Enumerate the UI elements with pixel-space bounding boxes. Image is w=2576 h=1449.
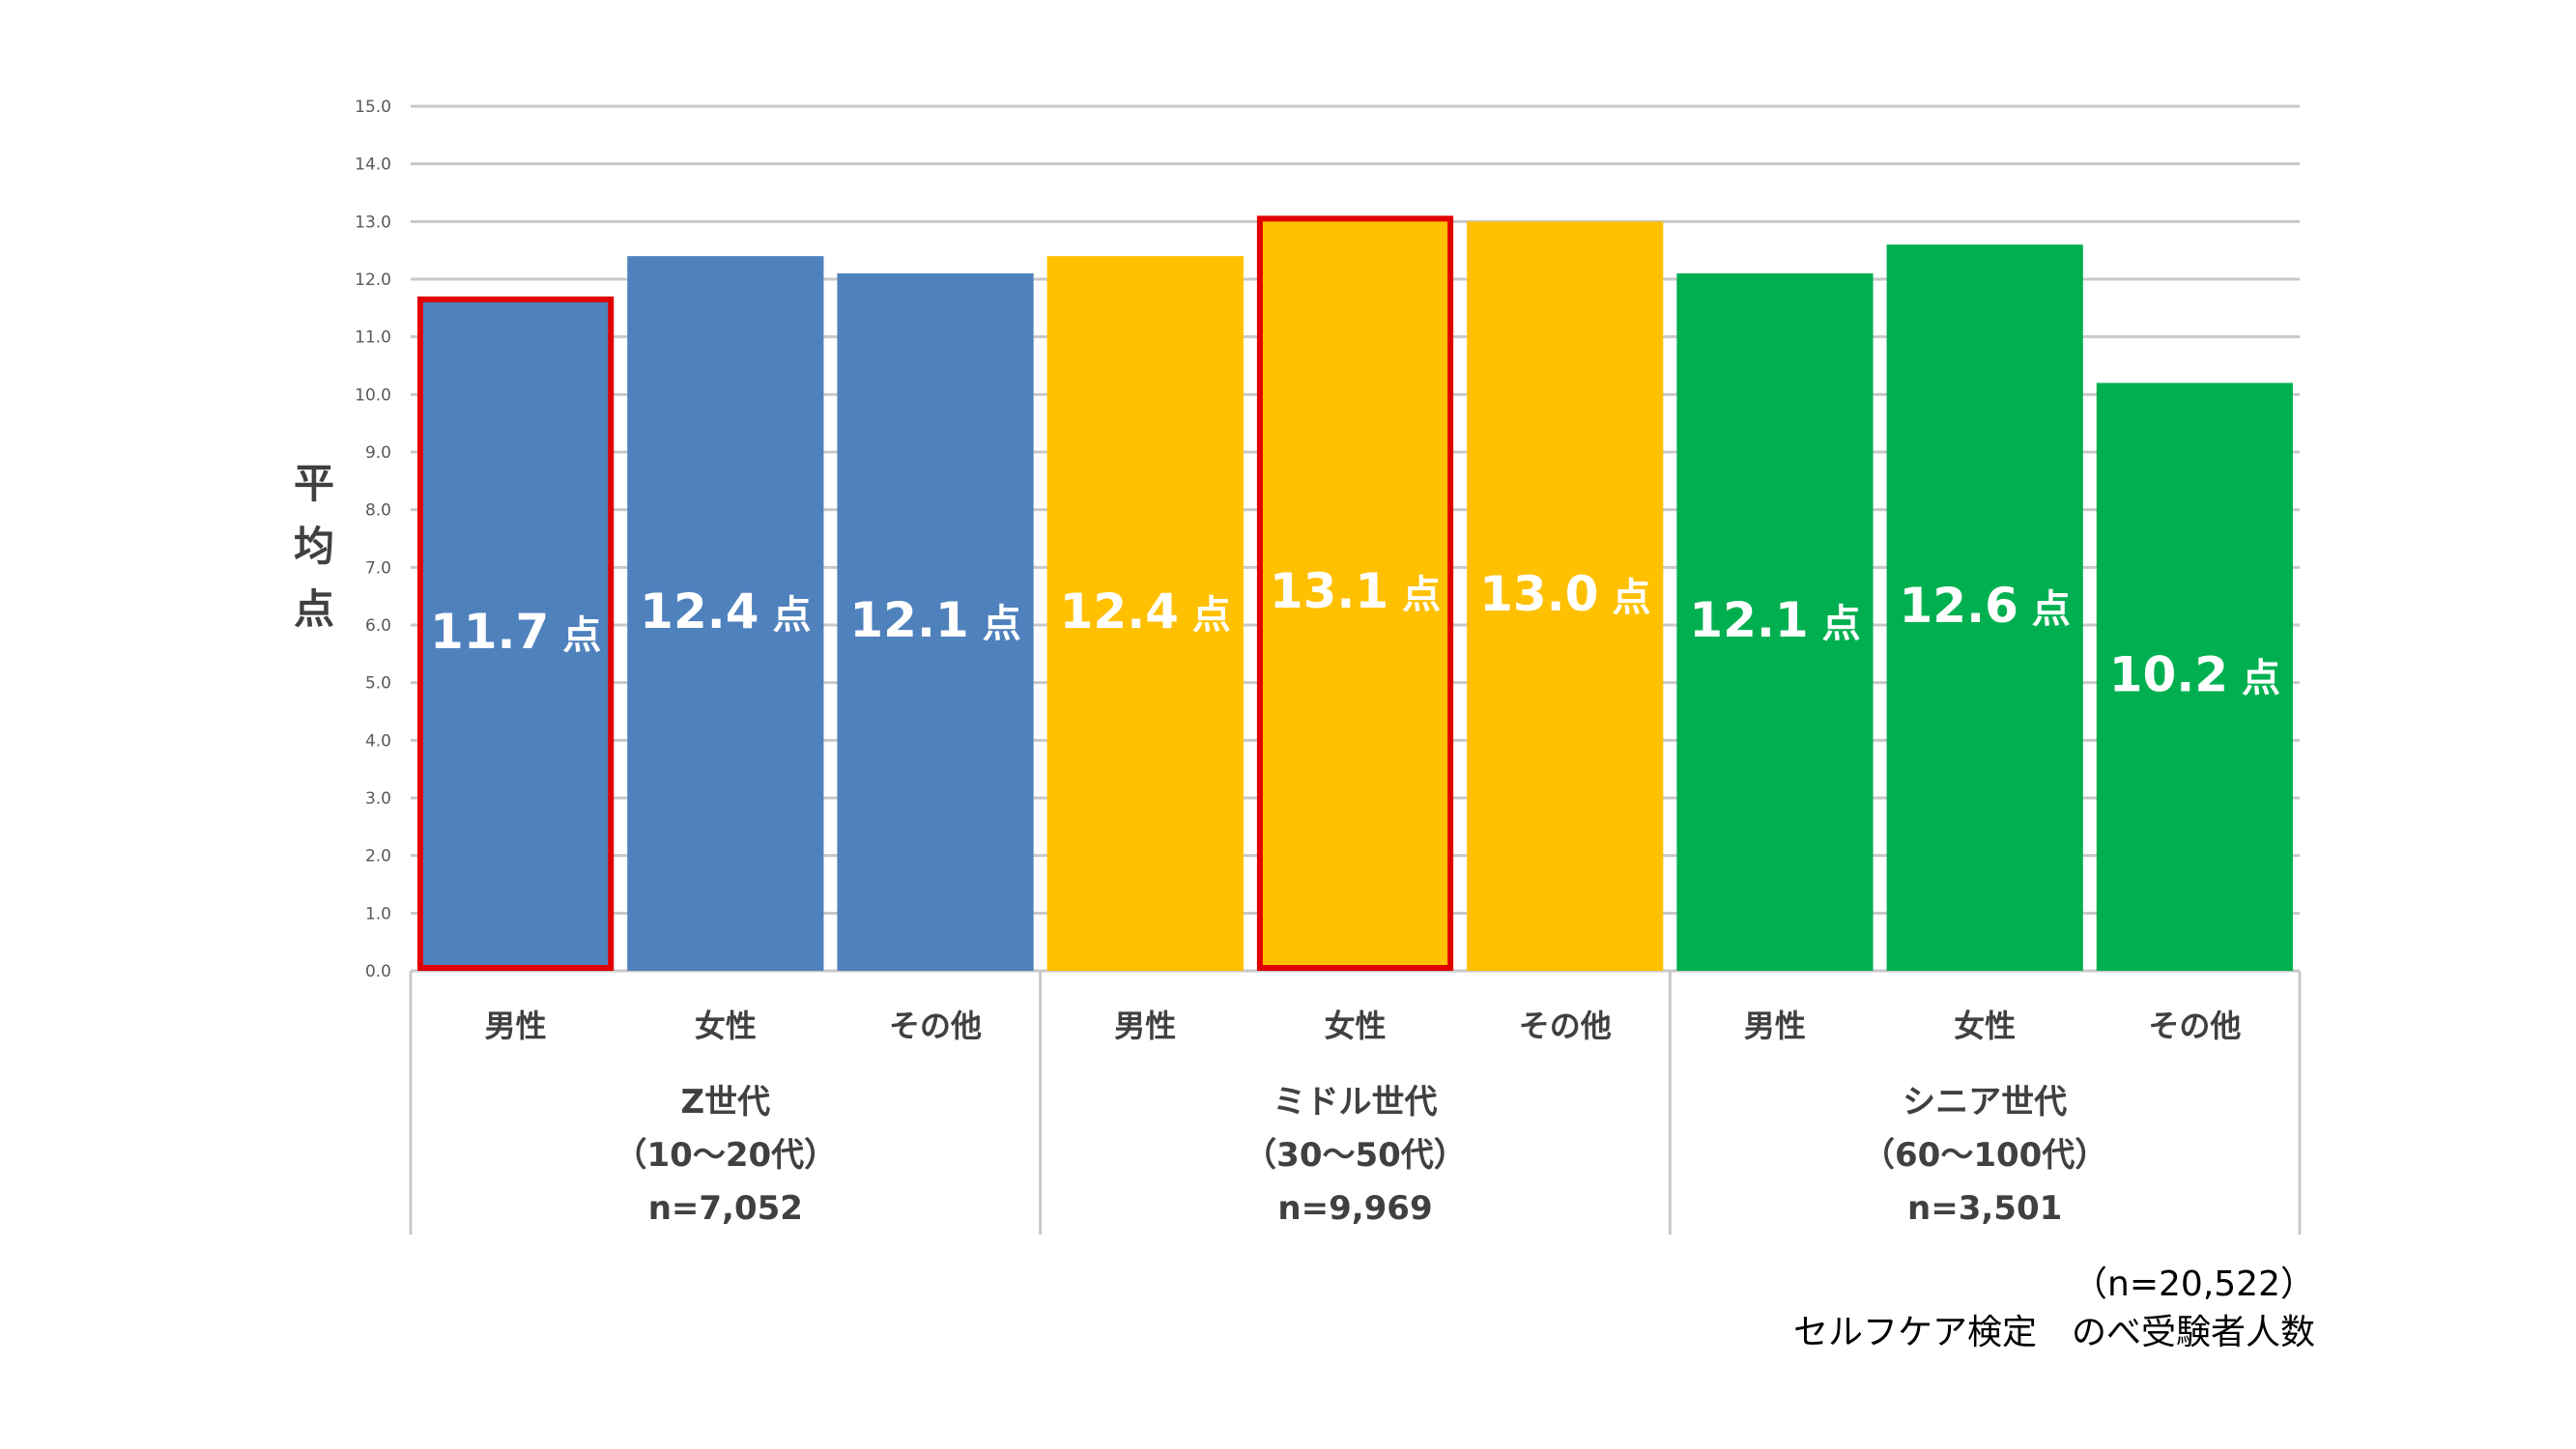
group-sample-size: n=3,501 — [1907, 1189, 2062, 1228]
bar-labels: 11.7 点 12.4 点 12.1 点 12.4 点 13.1 点 13.0 点 12.1… — [430, 563, 2280, 703]
y-tick-label: 14.0 — [355, 156, 391, 175]
group-sample-size: n=9,969 — [1277, 1189, 1432, 1228]
group-age-range: （30～50代） — [1244, 1136, 1467, 1175]
x-category-label: その他 — [1519, 1008, 1612, 1044]
bar-data-label: 12.1 点 — [849, 592, 1020, 648]
group-age-range: （10～20代） — [615, 1136, 838, 1175]
bar-data-label: 10.2 点 — [2109, 647, 2280, 703]
y-tick-label: 5.0 — [365, 674, 391, 694]
x-category-label: その他 — [889, 1008, 982, 1044]
y-tick-label: 1.0 — [365, 904, 391, 923]
y-axis-label: 平均点 — [294, 460, 334, 633]
bar — [1467, 221, 1664, 972]
y-tick-label: 9.0 — [365, 443, 391, 463]
bar — [1046, 256, 1244, 972]
y-axis-ticks: 0.0 1.0 2.0 3.0 4.0 5.0 6.0 7.0 8.0 9.0 10.0 11.0 12… — [355, 98, 391, 981]
y-tick-label: 4.0 — [365, 731, 391, 751]
group-age-range: （60～100代） — [1862, 1136, 2107, 1175]
y-axis-label-char: 点 — [294, 585, 334, 633]
group-name: シニア世代 — [1903, 1083, 2067, 1122]
bars — [417, 215, 2293, 972]
x-category-label: 男性 — [485, 1008, 547, 1044]
bar-data-label: 12.4 点 — [640, 583, 811, 639]
bar — [2096, 383, 2293, 971]
y-axis-label-char: 平 — [294, 460, 334, 507]
footnote-description: セルフケア検定 のべ受験者人数 — [1792, 1313, 2315, 1352]
y-tick-label: 7.0 — [365, 558, 391, 578]
bar-data-label: 12.1 点 — [1689, 592, 1860, 648]
bar — [1886, 244, 2083, 971]
bar — [837, 273, 1034, 971]
y-tick-label: 2.0 — [365, 847, 391, 867]
bar-highlighted — [1256, 215, 1454, 972]
y-axis-label-char: 均 — [294, 523, 334, 570]
y-tick-label: 13.0 — [355, 213, 391, 232]
y-tick-label: 6.0 — [365, 616, 391, 636]
y-tick-label: 3.0 — [365, 789, 391, 809]
bar-data-label: 13.1 点 — [1270, 563, 1441, 619]
group-sample-size: n=7,052 — [648, 1189, 803, 1228]
bar-data-label: 12.4 点 — [1060, 583, 1231, 639]
bar-data-label: 11.7 点 — [430, 604, 601, 660]
x-category-label: 女性 — [1954, 1008, 2016, 1044]
x-category-label: 男性 — [1114, 1008, 1176, 1044]
bar-data-label: 13.0 点 — [1479, 566, 1650, 622]
x-category-label: 女性 — [695, 1008, 757, 1044]
y-tick-label: 8.0 — [365, 501, 391, 521]
bar-highlighted — [417, 296, 615, 971]
bar — [627, 256, 824, 972]
group-name: ミドル世代 — [1274, 1083, 1438, 1122]
y-tick-label: 15.0 — [355, 98, 391, 117]
bar — [1676, 273, 1874, 971]
bar-data-label: 12.6 点 — [1900, 578, 2071, 634]
y-tick-label: 12.0 — [355, 270, 391, 290]
y-tick-label: 10.0 — [355, 385, 391, 405]
y-tick-label: 11.0 — [355, 328, 391, 348]
group-name: Z世代 — [681, 1083, 771, 1122]
x-axis-categories: 男性 女性 その他 男性 女性 その他 男性 女性 その他 Z世代 （10～20代） n=7,052 ミ… — [409, 971, 2302, 1235]
footnote-total: （n=20,522） — [2073, 1264, 2315, 1304]
x-category-label: 女性 — [1324, 1008, 1386, 1044]
x-category-label: 男性 — [1744, 1008, 1806, 1044]
x-category-label: その他 — [2148, 1008, 2241, 1044]
y-tick-label: 0.0 — [365, 962, 391, 981]
